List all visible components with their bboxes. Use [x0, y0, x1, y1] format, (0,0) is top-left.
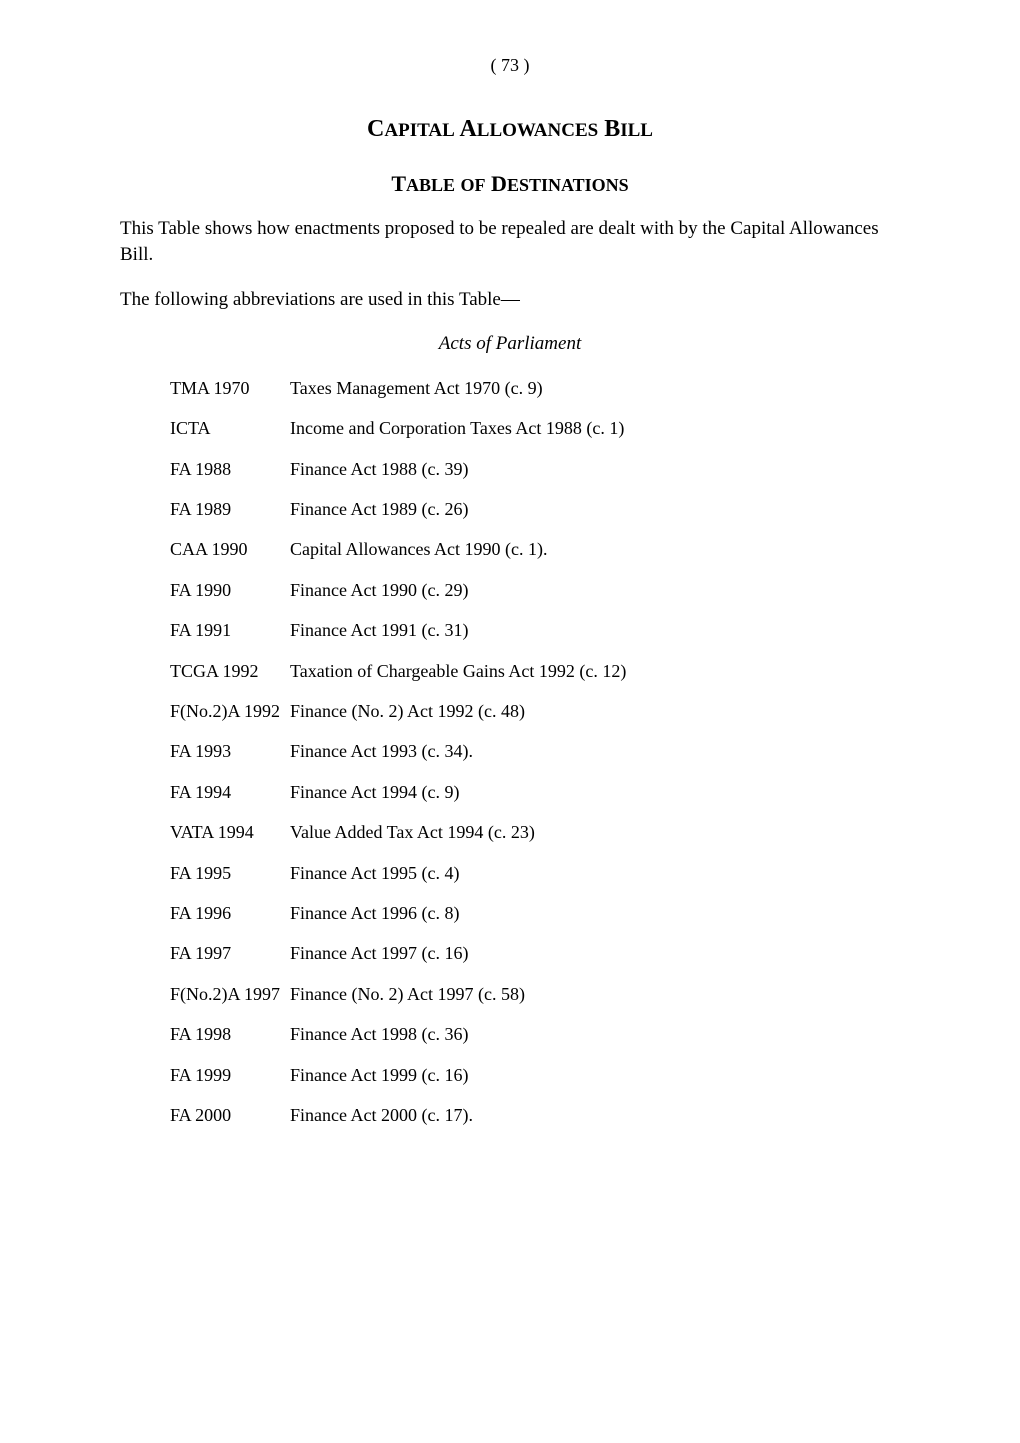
abbrev-key: FA 1999	[170, 1064, 290, 1087]
abbrev-row: F(No.2)A 1997Finance (No. 2) Act 1997 (c…	[170, 983, 900, 1006]
abbrev-row: FA 1999Finance Act 1999 (c. 16)	[170, 1064, 900, 1087]
abbrev-key: ICTA	[170, 417, 290, 440]
abbrev-key: FA 1998	[170, 1023, 290, 1046]
abbrev-key: FA 1988	[170, 458, 290, 481]
intro-paragraph: This Table shows how enactments proposed…	[120, 216, 900, 267]
abbrev-row: TCGA 1992Taxation of Chargeable Gains Ac…	[170, 660, 900, 683]
abbrev-row: FA 1993Finance Act 1993 (c. 34).	[170, 740, 900, 763]
abbrev-val: Finance Act 1993 (c. 34).	[290, 740, 900, 763]
abbrev-val: Finance Act 1991 (c. 31)	[290, 619, 900, 642]
abbrev-key: FA 1990	[170, 579, 290, 602]
document-page: ( 73 ) CAPITAL ALLOWANCES BILL TABLE OF …	[0, 0, 1020, 1443]
abbrev-row: FA 1998Finance Act 1998 (c. 36)	[170, 1023, 900, 1046]
abbrev-val: Finance Act 1995 (c. 4)	[290, 862, 900, 885]
title-part: ABLE	[406, 175, 455, 195]
abbrev-val: Finance Act 1998 (c. 36)	[290, 1023, 900, 1046]
subhead-acts: Acts of Parliament	[120, 333, 900, 355]
title-part: ILL	[620, 120, 653, 141]
abbrev-val: Value Added Tax Act 1994 (c. 23)	[290, 821, 900, 844]
title-part: C	[367, 116, 384, 142]
abbrev-row: FA 1994Finance Act 1994 (c. 9)	[170, 781, 900, 804]
abbrev-val: Finance Act 2000 (c. 17).	[290, 1104, 900, 1127]
abbrev-val: Finance Act 1989 (c. 26)	[290, 498, 900, 521]
abbrev-val: Taxation of Chargeable Gains Act 1992 (c…	[290, 660, 900, 683]
abbrev-row: FA 1995Finance Act 1995 (c. 4)	[170, 862, 900, 885]
abbrev-row: FA 1990Finance Act 1990 (c. 29)	[170, 579, 900, 602]
abbrev-row: CAA 1990Capital Allowances Act 1990 (c. …	[170, 538, 900, 561]
abbrev-row: FA 1989Finance Act 1989 (c. 26)	[170, 498, 900, 521]
title-part: A	[455, 116, 477, 142]
abbrev-key: TCGA 1992	[170, 660, 290, 683]
title-part: LLOWANCES	[477, 120, 598, 141]
abbrev-row: ICTAIncome and Corporation Taxes Act 198…	[170, 417, 900, 440]
title-part: T	[391, 171, 406, 196]
abbrev-val: Finance Act 1997 (c. 16)	[290, 942, 900, 965]
page-number: ( 73 )	[120, 55, 900, 76]
abbrev-key: CAA 1990	[170, 538, 290, 561]
title-part: OF	[461, 175, 486, 195]
abbrev-key: TMA 1970	[170, 377, 290, 400]
abbrev-val: Finance Act 1988 (c. 39)	[290, 458, 900, 481]
title-main: CAPITAL ALLOWANCES BILL	[120, 116, 900, 143]
abbrev-row: FA 1996Finance Act 1996 (c. 8)	[170, 902, 900, 925]
abbrev-val: Finance (No. 2) Act 1997 (c. 58)	[290, 983, 900, 1006]
abbrev-key: FA 1997	[170, 942, 290, 965]
title-part: D	[486, 171, 507, 196]
abbrev-row: FA 1997Finance Act 1997 (c. 16)	[170, 942, 900, 965]
title-part: APITAL	[384, 120, 454, 141]
abbreviation-list: TMA 1970Taxes Management Act 1970 (c. 9)…	[120, 377, 900, 1127]
abbrev-key: FA 1995	[170, 862, 290, 885]
abbrev-row: FA 2000Finance Act 2000 (c. 17).	[170, 1104, 900, 1127]
abbrev-val: Finance Act 1999 (c. 16)	[290, 1064, 900, 1087]
abbrev-key: FA 1994	[170, 781, 290, 804]
abbrev-row: FA 1988Finance Act 1988 (c. 39)	[170, 458, 900, 481]
abbrev-val: Income and Corporation Taxes Act 1988 (c…	[290, 417, 900, 440]
abbrev-val: Capital Allowances Act 1990 (c. 1).	[290, 538, 900, 561]
abbrev-row: TMA 1970Taxes Management Act 1970 (c. 9)	[170, 377, 900, 400]
abbrev-row: F(No.2)A 1992Finance (No. 2) Act 1992 (c…	[170, 700, 900, 723]
abbrev-val: Taxes Management Act 1970 (c. 9)	[290, 377, 900, 400]
abbrev-key: FA 2000	[170, 1104, 290, 1127]
title-part: ESTINATIONS	[507, 175, 629, 195]
abbrev-key: FA 1991	[170, 619, 290, 642]
abbrev-key: FA 1996	[170, 902, 290, 925]
abbrev-key: F(No.2)A 1992	[170, 700, 290, 723]
second-paragraph: The following abbreviations are used in …	[120, 287, 900, 313]
abbrev-val: Finance Act 1994 (c. 9)	[290, 781, 900, 804]
abbrev-key: FA 1993	[170, 740, 290, 763]
abbrev-row: VATA 1994Value Added Tax Act 1994 (c. 23…	[170, 821, 900, 844]
abbrev-val: Finance (No. 2) Act 1992 (c. 48)	[290, 700, 900, 723]
abbrev-key: FA 1989	[170, 498, 290, 521]
title-sub: TABLE OF DESTINATIONS	[120, 171, 900, 197]
title-part: B	[598, 116, 620, 142]
abbrev-row: FA 1991Finance Act 1991 (c. 31)	[170, 619, 900, 642]
abbrev-val: Finance Act 1996 (c. 8)	[290, 902, 900, 925]
abbrev-val: Finance Act 1990 (c. 29)	[290, 579, 900, 602]
abbrev-key: F(No.2)A 1997	[170, 983, 290, 1006]
abbrev-key: VATA 1994	[170, 821, 290, 844]
